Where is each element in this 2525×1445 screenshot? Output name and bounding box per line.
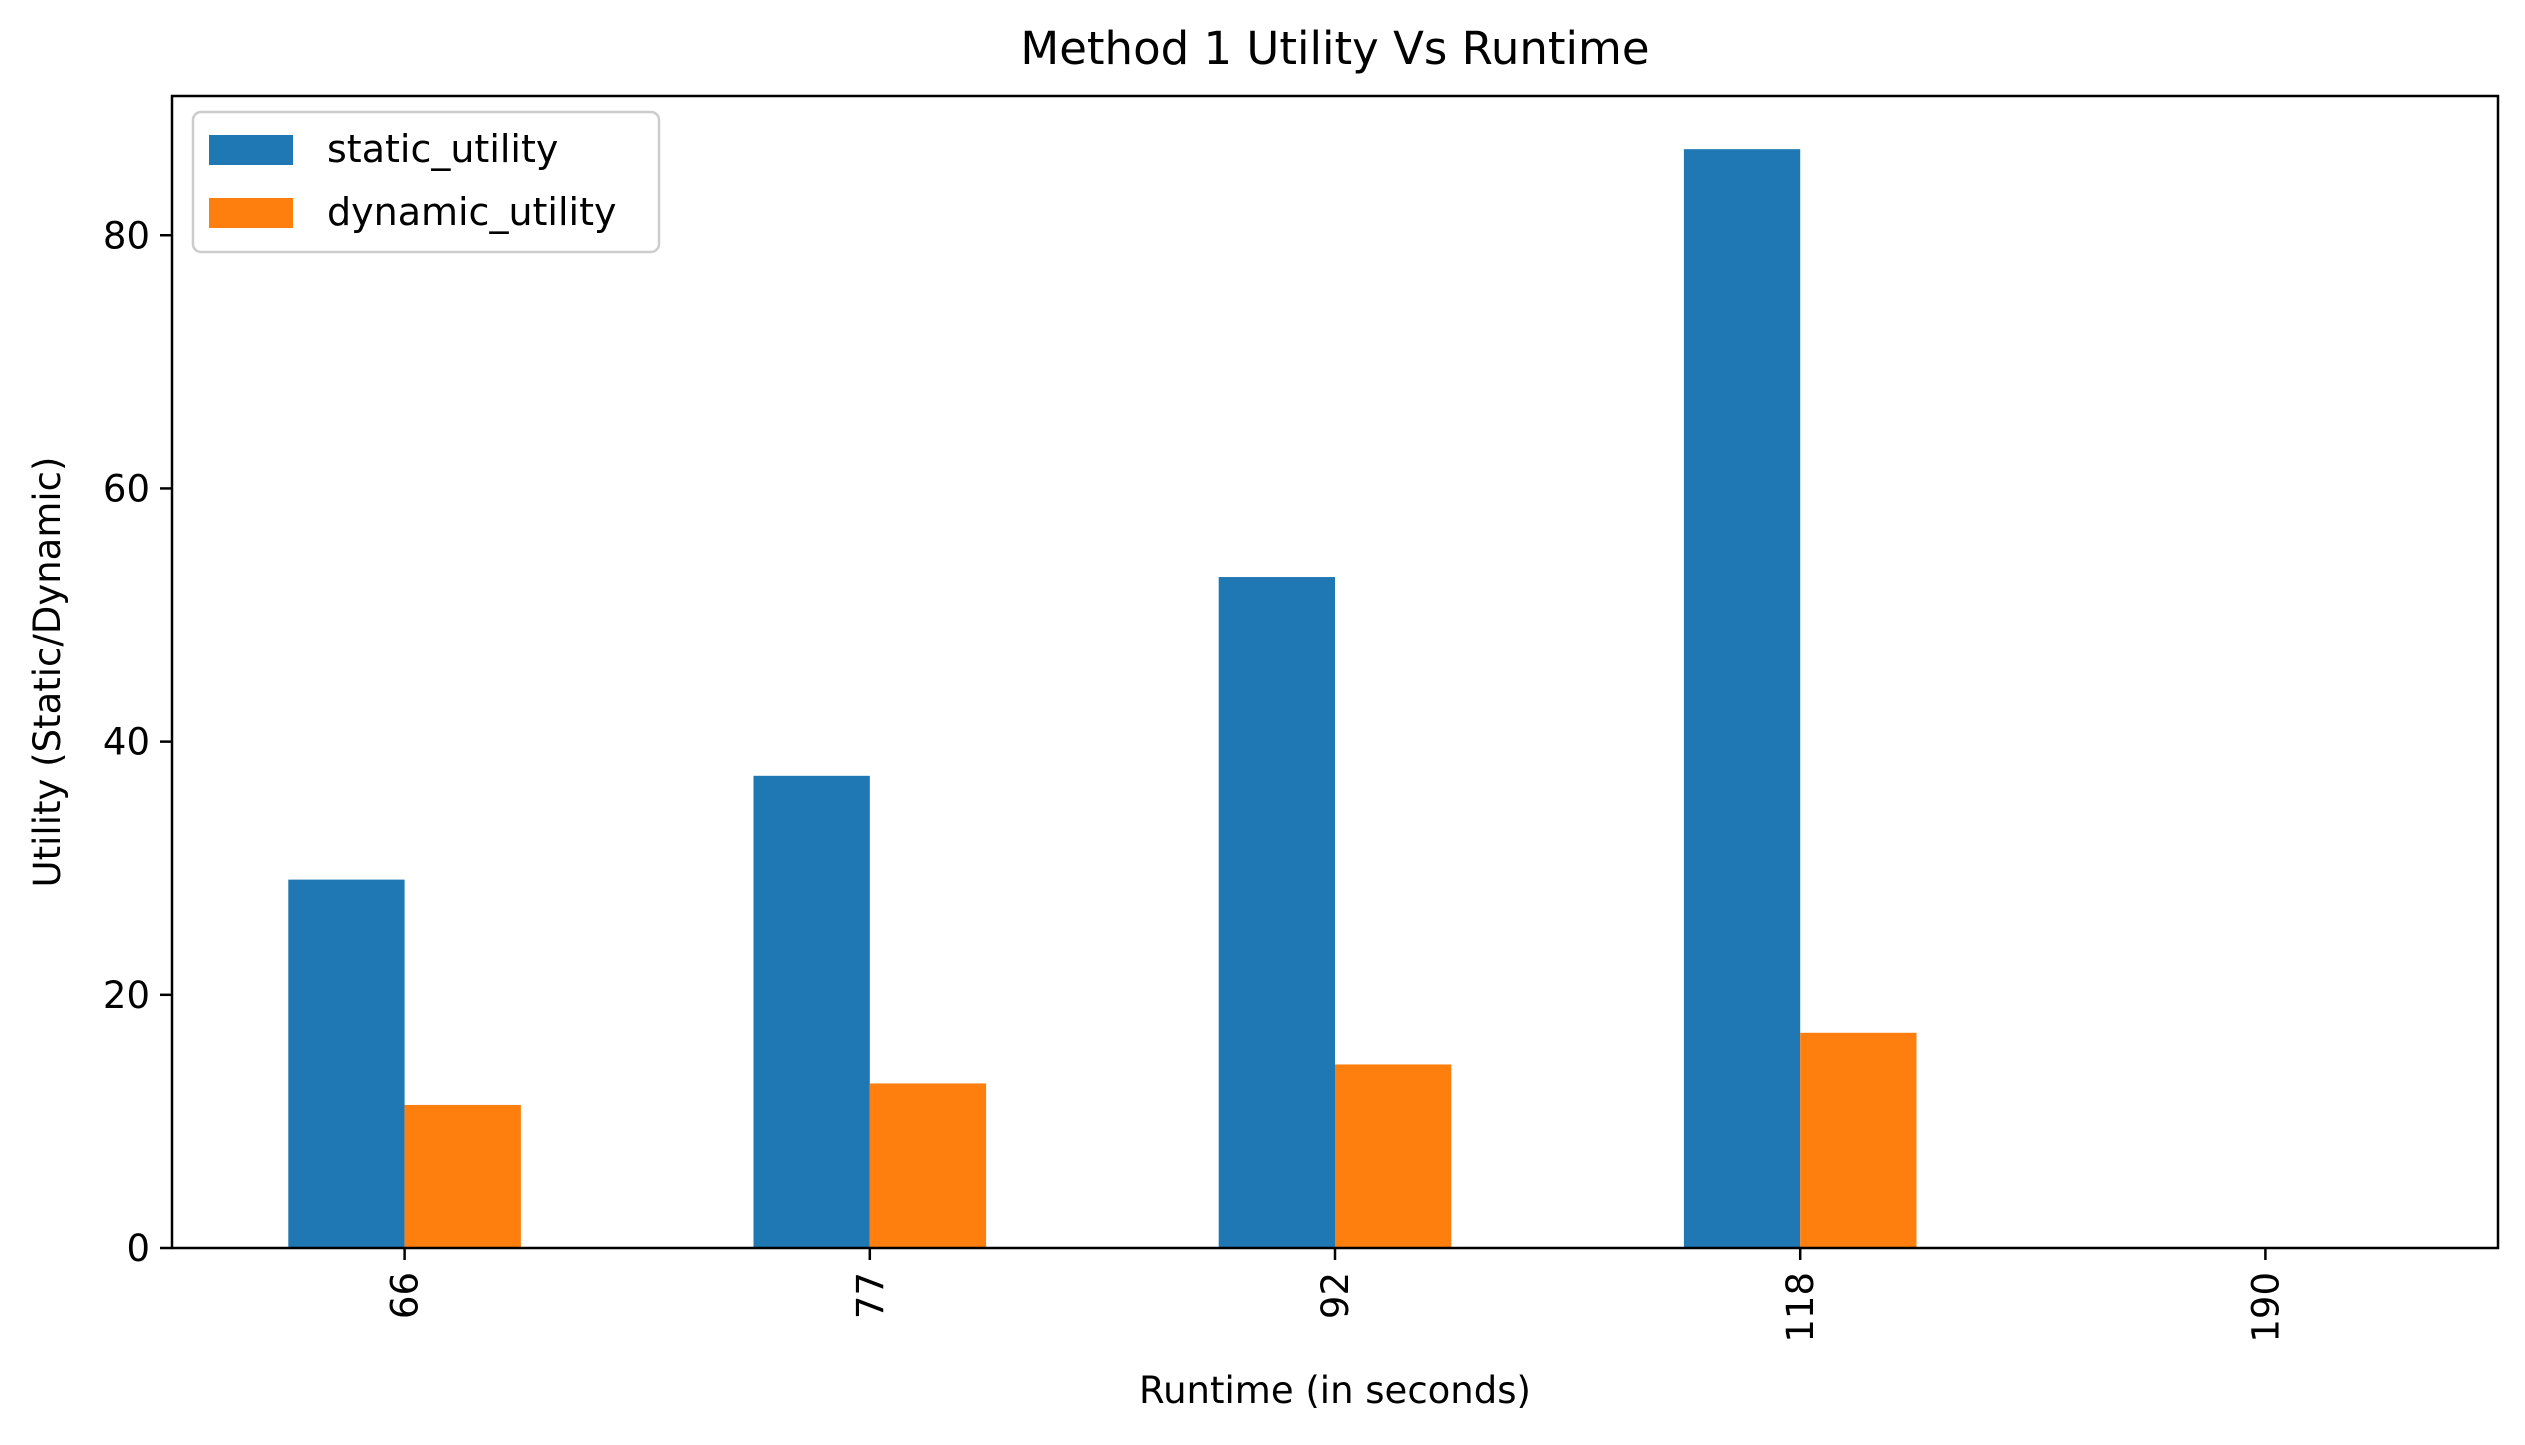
x-tick-label: 118 xyxy=(1779,1272,1822,1343)
bar-dynamic-utility-92 xyxy=(1335,1064,1452,1248)
legend-label-static-utility: static_utility xyxy=(327,127,558,171)
x-tick-label: 77 xyxy=(849,1272,892,1319)
bar-static-utility-77 xyxy=(753,775,870,1248)
bar-static-utility-118 xyxy=(1683,149,1801,1248)
x-tick-label: 66 xyxy=(384,1272,427,1319)
y-tick-label: 80 xyxy=(103,214,150,257)
bar-static-utility-92 xyxy=(1218,577,1335,1248)
bar-dynamic-utility-66 xyxy=(404,1104,521,1248)
y-axis-label: Utility (Static/Dynamic) xyxy=(26,457,69,888)
bar-dynamic-utility-118 xyxy=(1800,1032,1917,1248)
x-tick-label: 92 xyxy=(1314,1272,1357,1319)
legend: static_utility dynamic_utility xyxy=(191,110,661,254)
legend-swatch-dynamic-utility xyxy=(209,198,293,228)
legend-swatch-static-utility xyxy=(209,135,293,165)
x-axis-ticks: 66 77 92 118 190 xyxy=(384,1248,2287,1343)
chart-title: Method 1 Utility Vs Runtime xyxy=(1020,22,1649,75)
y-tick-label: 0 xyxy=(126,1227,150,1270)
x-tick-label: 190 xyxy=(2244,1272,2287,1343)
y-axis-ticks: 0 20 40 60 80 xyxy=(103,214,172,1270)
bars-layer xyxy=(288,149,1917,1248)
y-tick-label: 20 xyxy=(103,974,150,1017)
y-tick-label: 60 xyxy=(103,467,150,510)
legend-box xyxy=(191,110,661,254)
bar-static-utility-66 xyxy=(288,879,405,1248)
x-axis-label: Runtime (in seconds) xyxy=(1139,1369,1531,1412)
legend-label-dynamic-utility: dynamic_utility xyxy=(327,190,617,234)
plot-frame xyxy=(170,94,2500,1250)
bar-dynamic-utility-77 xyxy=(869,1083,987,1248)
y-tick-label: 40 xyxy=(103,721,150,764)
